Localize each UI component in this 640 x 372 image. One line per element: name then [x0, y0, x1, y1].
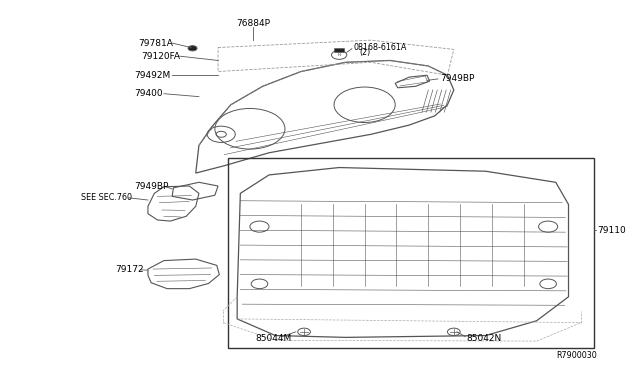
- Text: R7900030: R7900030: [556, 350, 596, 360]
- Text: 08168-6161A: 08168-6161A: [353, 43, 406, 52]
- Text: 79172: 79172: [115, 265, 143, 274]
- Text: SEE SEC.760: SEE SEC.760: [81, 193, 132, 202]
- Text: 7949BP: 7949BP: [440, 74, 474, 83]
- Text: (2): (2): [360, 48, 371, 57]
- Text: 76884P: 76884P: [236, 19, 270, 28]
- Bar: [334, 48, 344, 52]
- Circle shape: [188, 46, 197, 51]
- Text: R: R: [337, 52, 341, 57]
- Text: 79400: 79400: [134, 89, 163, 98]
- Text: 79492M: 79492M: [134, 71, 170, 80]
- Text: 85044M: 85044M: [255, 334, 291, 343]
- Text: 7949BP: 7949BP: [134, 182, 168, 191]
- Text: 79120FA: 79120FA: [141, 52, 180, 61]
- Text: 79110: 79110: [597, 226, 626, 235]
- Text: 79781A: 79781A: [138, 39, 173, 48]
- Text: 85042N: 85042N: [467, 334, 502, 343]
